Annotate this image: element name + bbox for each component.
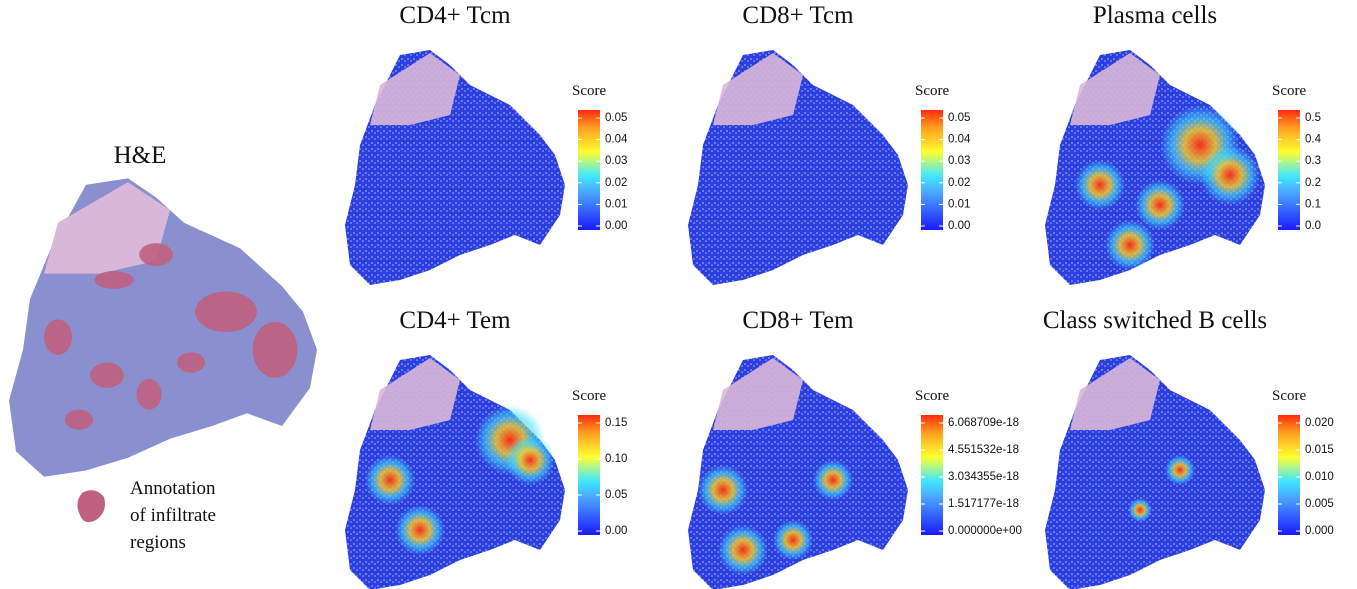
panel-title: Plasma cells [1093,2,1217,29]
tissue-map [1045,50,1265,285]
tissue-map [688,355,908,589]
tissue-pink [370,53,460,125]
tissue-pink [713,358,803,430]
tick-label: 0.02 [948,177,970,189]
he-tissue [9,178,317,477]
tick-label: 3.034355e-18 [948,471,1019,483]
heat-spot [698,465,748,515]
colorbar [578,415,600,535]
tick-label: 0.00 [605,525,627,537]
tick-label: 0.03 [948,155,970,167]
tick-label: 0.000000e+00 [948,525,1022,537]
heat-spot [505,435,555,485]
tissue-map [1045,355,1265,589]
legend-title: Score [915,388,949,404]
panel-title: CD8+ Tem [742,307,854,334]
colorbar [921,415,943,535]
legend-title: Score [572,388,606,404]
tissue-map [688,50,908,285]
tick-label: 0.010 [1305,471,1334,483]
colorbar [578,110,600,230]
tick-label: 0.015 [1305,444,1334,456]
heat-spot [773,520,813,560]
panel: CD8+ Tem Score 6.068709e-18 4.551532e-18 3.0… [688,307,1022,589]
panel: Class switched B cells Score 0.020 0.015 0.0… [1043,307,1334,589]
colorbar [1278,415,1300,535]
tissue-pink [713,53,803,125]
heat-spot [365,455,415,505]
panel: CD4+ Tcm Score 0.05 0.04 0.03 0.02 0.01 0.00 [345,2,628,285]
heat-spot [718,525,768,575]
tick-label: 0.3 [1305,155,1321,167]
heat-spot [1165,455,1195,485]
legend-title: Score [1272,83,1306,99]
tick-label: 0.020 [1305,417,1334,429]
panel-title: Class switched B cells [1043,307,1267,334]
tick-label: 0.005 [1305,498,1334,510]
heat-spot [395,505,445,555]
tick-label: 4.551532e-18 [948,444,1019,456]
legend-title: Score [1272,388,1306,404]
panel-title: CD4+ Tem [399,307,511,334]
tissue-pink [1070,53,1160,125]
tick-label: 0.5 [1305,112,1321,124]
annotation-text: of infiltrate [130,505,216,526]
heat-spot [1135,180,1185,230]
tick-label: 0.15 [605,417,627,429]
panel-title: CD4+ Tcm [399,2,511,29]
panel: CD8+ Tcm Score 0.05 0.04 0.03 0.02 0.01 0.00 [688,2,971,285]
tick-label: 0.04 [948,134,971,146]
tick-label: 0.02 [605,177,627,189]
tissue-map [345,355,565,589]
annotation-text: regions [130,532,186,553]
heat-spot [813,460,853,500]
tick-label: 0.05 [605,112,627,124]
tick-label: 0.01 [948,198,970,210]
tick-label: 0.1 [1305,198,1321,210]
colorbar [1278,110,1300,230]
tissue-map [345,50,565,285]
tick-label: 0.4 [1305,134,1322,146]
tissue-pink [370,358,460,430]
tissue-pink [1070,358,1160,430]
tick-label: 0.2 [1305,177,1321,189]
tick-label: 0.04 [605,134,628,146]
tick-label: 0.01 [605,198,627,210]
tick-label: 1.517177e-18 [948,498,1019,510]
tick-label: 0.10 [605,453,627,465]
tick-label: 0.000 [1305,525,1334,537]
tick-label: 0.00 [948,220,970,232]
tick-label: 6.068709e-18 [948,417,1019,429]
colorbar [921,110,943,230]
heat-spot [1075,160,1125,210]
panel: CD4+ Tem Score 0.15 0.10 0.05 0.00 [345,307,627,589]
legend-title: Score [915,83,949,99]
legend-title: Score [572,83,606,99]
tick-label: 0.05 [948,112,970,124]
heat-spot [1200,145,1260,205]
heat-spot [1128,498,1152,522]
tick-label: 0.05 [605,489,627,501]
annotation-swatch [77,490,105,523]
tick-label: 0.00 [605,220,627,232]
annotation-text: Annotation [130,478,216,499]
heat-spot [1105,220,1155,270]
panel-title: H&E [114,142,167,169]
panel: Plasma cells Score 0.5 0.4 0.3 0.2 0.1 0.0 [1045,2,1322,285]
panel-title: CD8+ Tcm [742,2,854,29]
tick-label: 0.03 [605,155,627,167]
he-panel: H&E Annotation of infiltrate regions [9,142,317,553]
tick-label: 0.0 [1305,220,1321,232]
